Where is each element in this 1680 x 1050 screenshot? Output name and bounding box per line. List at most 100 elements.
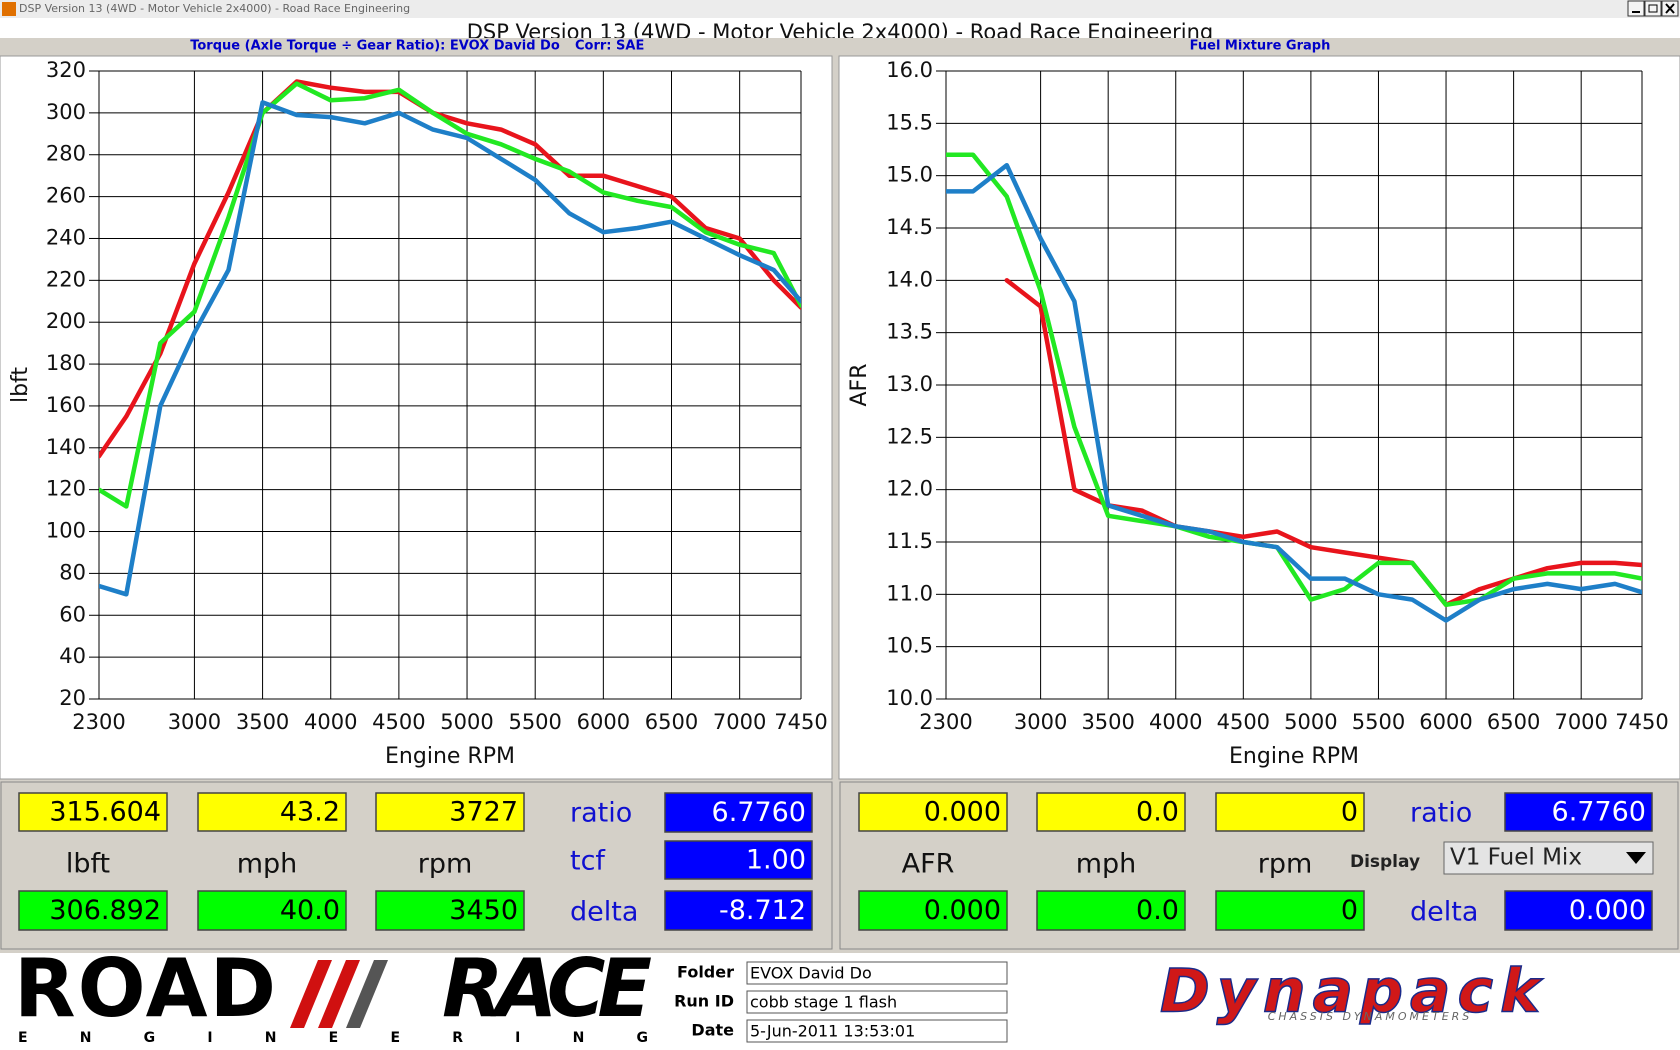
readout-box xyxy=(197,792,347,832)
y-tick-label: 220 xyxy=(46,267,86,291)
readout-box-value: 0.000 xyxy=(924,895,1001,926)
brand-sub: CHASSIS DYNAMOMETERS xyxy=(1268,1010,1473,1023)
series-line xyxy=(946,152,1642,608)
y-tick-label: 160 xyxy=(46,393,86,417)
x-tick-label: 2300 xyxy=(72,710,125,734)
readout-box xyxy=(1215,792,1365,832)
y-axis-label: lbft xyxy=(8,367,33,403)
chart-subtitle: Corr: SAE xyxy=(575,39,644,54)
dropdown-arrow xyxy=(1626,852,1646,864)
readout-box xyxy=(18,792,168,832)
display-select-value: V1 Fuel Mix xyxy=(1450,845,1582,871)
value-box-value: 0.000 xyxy=(1569,895,1646,926)
x-tick-label: 5500 xyxy=(508,710,561,734)
readout-box-value: 0.0 xyxy=(1136,895,1179,926)
value-box xyxy=(664,792,813,833)
y-tick-label: 100 xyxy=(46,519,86,543)
x-tick-label: 4500 xyxy=(1217,710,1270,734)
y-tick-label: 13.5 xyxy=(886,320,933,344)
display-label: Display xyxy=(1350,852,1420,872)
field-box xyxy=(746,990,1008,1014)
y-tick-label: 140 xyxy=(46,435,86,459)
x-tick-label: 6500 xyxy=(1487,710,1540,734)
readout-box xyxy=(858,792,1008,832)
unit-label: AFR xyxy=(902,849,955,880)
readout-box xyxy=(1215,890,1365,931)
logo-road: ROAD xyxy=(14,942,276,1035)
value-box xyxy=(664,890,813,931)
x-tick-label: 7000 xyxy=(713,710,766,734)
x-tick-label: 7450 xyxy=(774,710,827,734)
readout-box-value: 0 xyxy=(1341,895,1358,926)
x-tick-label: 7000 xyxy=(1554,710,1607,734)
y-tick-label: 200 xyxy=(46,309,86,333)
brand: Dynapack xyxy=(1160,957,1543,1027)
field-box xyxy=(746,961,1008,985)
logo-stripe xyxy=(346,960,388,1028)
x-tick-label: 3000 xyxy=(1014,710,1067,734)
x-axis-label: Engine RPM xyxy=(1229,744,1359,769)
readout-box-value: 0.000 xyxy=(924,797,1001,828)
y-tick-label: 40 xyxy=(59,644,86,668)
value-box-value: -8.712 xyxy=(719,895,806,926)
x-tick-label: 6500 xyxy=(645,710,698,734)
field-box xyxy=(746,1019,1008,1043)
y-tick-label: 15.0 xyxy=(886,163,933,187)
y-tick-label: 20 xyxy=(59,686,86,710)
field-value: EVOX David Do xyxy=(750,964,872,983)
x-tick-label: 6000 xyxy=(1419,710,1472,734)
unit-label: rpm xyxy=(418,849,473,880)
x-tick-label: 3000 xyxy=(168,710,221,734)
unit-label: rpm xyxy=(1258,849,1313,880)
y-tick-label: 14.0 xyxy=(886,267,933,291)
chart-title: Fuel Mixture Graph xyxy=(1190,39,1331,54)
readout-box-value: 3727 xyxy=(449,797,518,828)
unit-label: mph xyxy=(237,849,298,880)
readout-box xyxy=(1036,890,1186,931)
readout-box-value: 306.892 xyxy=(49,895,161,926)
field-label: Date xyxy=(691,1021,734,1040)
y-tick-label: 180 xyxy=(46,351,86,375)
unit-label: mph xyxy=(1076,849,1137,880)
header-bar xyxy=(0,18,1680,40)
y-tick-label: 10.5 xyxy=(886,634,933,658)
readout-box xyxy=(375,792,525,832)
restore-button[interactable] xyxy=(1644,0,1662,17)
readout-box xyxy=(375,890,525,931)
value-box-value: 1.00 xyxy=(746,845,806,876)
series-line xyxy=(99,100,801,597)
readout-box-value: 40.0 xyxy=(280,895,340,926)
x-tick-label: 3500 xyxy=(1081,710,1134,734)
minimize-button[interactable] xyxy=(1627,0,1645,17)
unit-label: lbft xyxy=(66,849,110,880)
readout-box-value: 3450 xyxy=(449,895,518,926)
field-value: cobb stage 1 flash xyxy=(750,993,897,1012)
x-tick-label: 4500 xyxy=(372,710,425,734)
series-line xyxy=(99,79,801,459)
logo-race: RACE xyxy=(442,942,652,1035)
value-box-value: 6.7760 xyxy=(1552,797,1646,828)
title-bar xyxy=(0,0,1680,18)
value-box xyxy=(1504,890,1653,931)
y-tick-label: 320 xyxy=(46,58,86,82)
y-tick-label: 13.0 xyxy=(886,372,933,396)
x-axis-label: Engine RPM xyxy=(385,744,515,769)
chart-title: Torque (Axle Torque ÷ Gear Ratio): EVOX … xyxy=(190,39,560,54)
readout-box xyxy=(18,890,168,931)
y-tick-label: 280 xyxy=(46,142,86,166)
value-box-value: 6.7760 xyxy=(712,797,806,828)
logo-stripe xyxy=(318,960,360,1028)
x-tick-label: 4000 xyxy=(304,710,357,734)
y-tick-label: 300 xyxy=(46,100,86,124)
readout-box-value: 0 xyxy=(1341,797,1358,828)
y-tick-label: 15.5 xyxy=(886,110,933,134)
y-axis-label: AFR xyxy=(847,364,872,407)
y-tick-label: 60 xyxy=(59,602,86,626)
x-tick-label: 2300 xyxy=(919,710,972,734)
side-label: tcf xyxy=(570,846,606,877)
y-tick-label: 11.5 xyxy=(886,529,933,553)
field-label: Run ID xyxy=(674,992,734,1011)
display-select xyxy=(1443,841,1654,875)
y-tick-label: 260 xyxy=(46,184,86,208)
